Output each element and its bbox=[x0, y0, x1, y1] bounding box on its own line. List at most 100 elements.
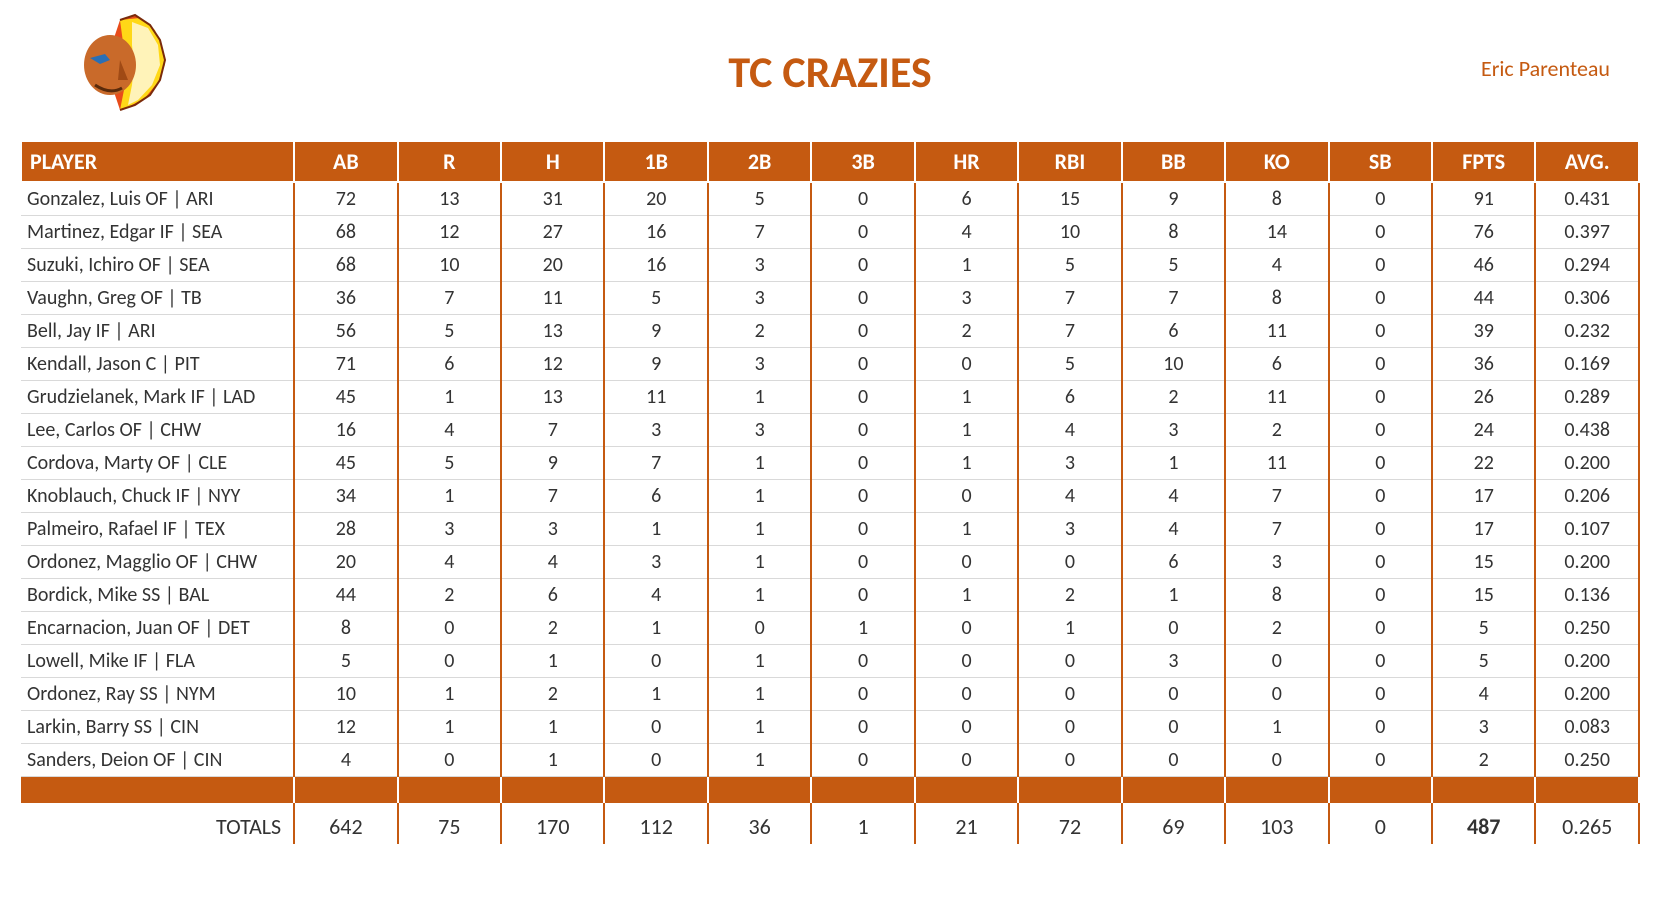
stat-cell: 3 bbox=[1122, 414, 1225, 447]
stat-cell: 15 bbox=[1432, 579, 1535, 612]
stat-cell: 1 bbox=[398, 480, 501, 513]
stat-cell: 0.289 bbox=[1535, 381, 1639, 414]
stat-cell: 0.206 bbox=[1535, 480, 1639, 513]
stat-cell: 0 bbox=[398, 612, 501, 645]
stat-cell: 0 bbox=[811, 348, 914, 381]
stat-cell: 0 bbox=[1329, 414, 1432, 447]
stat-cell: 7 bbox=[1225, 480, 1328, 513]
stat-cell: 10 bbox=[294, 678, 397, 711]
table-row: Lee, Carlos OF | CHW164733014320240.438 bbox=[21, 414, 1639, 447]
stat-cell: 1 bbox=[708, 711, 811, 744]
stat-cell: 0 bbox=[1018, 711, 1121, 744]
stat-cell: 0 bbox=[1329, 282, 1432, 315]
stat-cell: 1 bbox=[915, 447, 1018, 480]
stat-cell: 36 bbox=[294, 282, 397, 315]
table-row: Vaughn, Greg OF | TB3671153037780440.306 bbox=[21, 282, 1639, 315]
stat-cell: 45 bbox=[294, 447, 397, 480]
stat-cell: 1 bbox=[1122, 579, 1225, 612]
stat-cell: 8 bbox=[1225, 579, 1328, 612]
stat-cell: 9 bbox=[501, 447, 604, 480]
stat-cell: 2 bbox=[1018, 579, 1121, 612]
stat-cell: 0 bbox=[398, 645, 501, 678]
stat-cell: 16 bbox=[294, 414, 397, 447]
stat-cell: 12 bbox=[294, 711, 397, 744]
separator-cell bbox=[1018, 777, 1121, 804]
stat-cell: 0 bbox=[811, 546, 914, 579]
stat-cell: 4 bbox=[1018, 414, 1121, 447]
stat-cell: 7 bbox=[604, 447, 707, 480]
stat-cell: 0 bbox=[1329, 711, 1432, 744]
stat-cell: 16 bbox=[604, 216, 707, 249]
stat-cell: 24 bbox=[1432, 414, 1535, 447]
stat-cell: 5 bbox=[708, 182, 811, 216]
stat-cell: 4 bbox=[915, 216, 1018, 249]
stat-cell: 3 bbox=[1018, 513, 1121, 546]
stat-cell: 1 bbox=[708, 645, 811, 678]
stat-cell: 44 bbox=[294, 579, 397, 612]
stat-cell: 0 bbox=[811, 414, 914, 447]
stat-cell: 68 bbox=[294, 216, 397, 249]
stat-cell: 9 bbox=[1122, 182, 1225, 216]
col-r: R bbox=[398, 141, 501, 182]
totals-cell: 36 bbox=[708, 803, 811, 844]
stat-cell: 56 bbox=[294, 315, 397, 348]
stat-cell: 0 bbox=[1122, 744, 1225, 777]
separator-cell bbox=[1225, 777, 1328, 804]
totals-cell: 1 bbox=[811, 803, 914, 844]
stat-cell: 12 bbox=[501, 348, 604, 381]
totals-cell: 487 bbox=[1432, 803, 1535, 844]
stat-cell: 6 bbox=[915, 182, 1018, 216]
stat-cell: 1 bbox=[501, 645, 604, 678]
stat-cell: 8 bbox=[1122, 216, 1225, 249]
stat-cell: 91 bbox=[1432, 182, 1535, 216]
stat-cell: 15 bbox=[1018, 182, 1121, 216]
table-row: Cordova, Marty OF | CLE4559710131110220.… bbox=[21, 447, 1639, 480]
stat-cell: 7 bbox=[1225, 513, 1328, 546]
stat-cell: 7 bbox=[1018, 315, 1121, 348]
stat-cell: 5 bbox=[1018, 348, 1121, 381]
stat-cell: 0 bbox=[1018, 744, 1121, 777]
stat-cell: 0 bbox=[915, 546, 1018, 579]
stat-cell: 0 bbox=[1329, 744, 1432, 777]
separator-cell bbox=[1535, 777, 1639, 804]
stat-cell: 20 bbox=[294, 546, 397, 579]
stat-cell: 5 bbox=[1018, 249, 1121, 282]
stat-cell: 6 bbox=[501, 579, 604, 612]
stat-cell: 0 bbox=[1225, 678, 1328, 711]
stat-cell: 0.397 bbox=[1535, 216, 1639, 249]
stat-cell: 10 bbox=[1122, 348, 1225, 381]
stat-cell: 0 bbox=[915, 678, 1018, 711]
stat-cell: 1 bbox=[1122, 447, 1225, 480]
stat-cell: 7 bbox=[1122, 282, 1225, 315]
stat-cell: 3 bbox=[708, 414, 811, 447]
table-row: Encarnacion, Juan OF | DET8021010102050.… bbox=[21, 612, 1639, 645]
stat-cell: 0 bbox=[1329, 645, 1432, 678]
stat-cell: 68 bbox=[294, 249, 397, 282]
table-row: Martinez, Edgar IF | SEA6812271670410814… bbox=[21, 216, 1639, 249]
col-2b: 2B bbox=[708, 141, 811, 182]
stat-cell: 4 bbox=[1225, 249, 1328, 282]
stat-cell: 3 bbox=[1432, 711, 1535, 744]
stat-cell: 2 bbox=[1432, 744, 1535, 777]
stat-cell: 7 bbox=[708, 216, 811, 249]
player-cell: Lee, Carlos OF | CHW bbox=[21, 414, 294, 447]
player-cell: Cordova, Marty OF | CLE bbox=[21, 447, 294, 480]
col-bb: BB bbox=[1122, 141, 1225, 182]
totals-cell: 112 bbox=[604, 803, 707, 844]
totals-cell: 72 bbox=[1018, 803, 1121, 844]
separator-cell bbox=[21, 777, 294, 804]
stat-cell: 36 bbox=[1432, 348, 1535, 381]
stat-cell: 0 bbox=[1329, 546, 1432, 579]
stat-cell: 4 bbox=[1122, 513, 1225, 546]
player-cell: Lowell, Mike IF | FLA bbox=[21, 645, 294, 678]
table-row: Lowell, Mike IF | FLA5010100030050.200 bbox=[21, 645, 1639, 678]
stat-cell: 0.136 bbox=[1535, 579, 1639, 612]
stat-cell: 11 bbox=[501, 282, 604, 315]
stat-cell: 11 bbox=[604, 381, 707, 414]
stat-cell: 45 bbox=[294, 381, 397, 414]
separator-cell bbox=[294, 777, 397, 804]
totals-cell: 0.265 bbox=[1535, 803, 1639, 844]
stat-cell: 0 bbox=[811, 513, 914, 546]
stat-cell: 0 bbox=[1018, 645, 1121, 678]
separator-row bbox=[21, 777, 1639, 804]
